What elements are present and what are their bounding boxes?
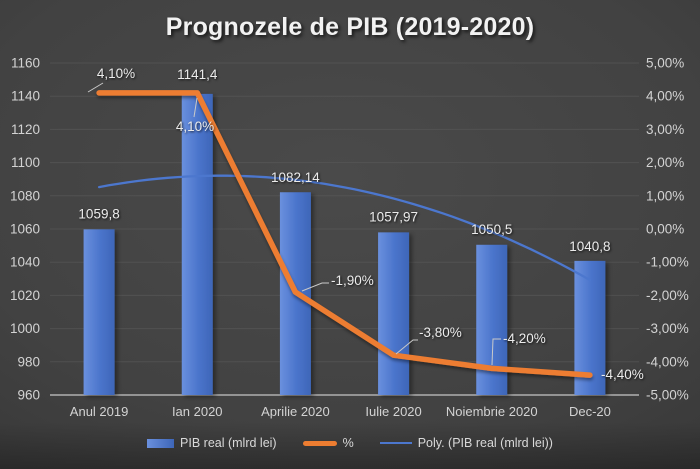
label-leader-line bbox=[87, 82, 104, 93]
legend-item-percent: % bbox=[302, 436, 354, 450]
percent-value-label: 4,10% bbox=[176, 119, 214, 134]
right-axis-tick-label: -5,00% bbox=[646, 388, 689, 403]
bar-value-label: 1040,8 bbox=[569, 239, 610, 254]
left-axis-tick-label: 1080 bbox=[10, 188, 40, 203]
left-axis-tick-label: 1140 bbox=[11, 89, 40, 104]
legend-item-poly: Poly. (PIB real (mlrd lei)) bbox=[379, 436, 553, 450]
percent-value-label: -4,40% bbox=[601, 367, 644, 382]
left-axis-tick-label: 1060 bbox=[10, 222, 40, 237]
bar-value-label: 1059,8 bbox=[78, 206, 119, 221]
bar bbox=[181, 93, 213, 395]
left-axis-tick-label: 960 bbox=[17, 388, 40, 403]
legend-swatch-bar-icon bbox=[147, 438, 175, 448]
left-axis-tick-label: 980 bbox=[17, 354, 40, 369]
bar-value-label: 1141,4 bbox=[177, 67, 218, 82]
label-leader-line bbox=[395, 339, 418, 355]
left-axis-tick-label: 1120 bbox=[11, 122, 40, 137]
percent-value-label: -3,80% bbox=[419, 325, 462, 340]
percent-value-label: 4,10% bbox=[97, 66, 135, 81]
legend: PIB real (mlrd lei) % Poly. (PIB real (m… bbox=[0, 436, 700, 450]
bar-value-label: 1050,5 bbox=[471, 222, 512, 237]
right-axis-tick-label: -1,00% bbox=[646, 255, 689, 270]
right-axis-tick-label: 5,00% bbox=[646, 56, 684, 71]
category-label: Ian 2020 bbox=[172, 404, 223, 419]
legend-label-poly: Poly. (PIB real (mlrd lei)) bbox=[417, 436, 553, 450]
legend-label-percent: % bbox=[342, 436, 354, 450]
right-axis-tick-label: -4,00% bbox=[646, 354, 689, 369]
left-axis-tick-label: 1020 bbox=[10, 288, 40, 303]
right-axis-tick-label: 0,00% bbox=[646, 222, 684, 237]
legend-item-pib: PIB real (mlrd lei) bbox=[147, 436, 277, 450]
label-leader-line bbox=[193, 97, 198, 118]
legend-label-pib: PIB real (mlrd lei) bbox=[180, 436, 277, 450]
chart-title: Prognozele de PIB (2019-2020) bbox=[165, 13, 535, 41]
bar bbox=[83, 229, 115, 395]
label-leader-line bbox=[301, 282, 329, 292]
left-axis-tick-label: 1100 bbox=[11, 155, 40, 170]
right-axis-tick-label: -3,00% bbox=[646, 321, 689, 336]
trendline bbox=[97, 174, 592, 282]
bar bbox=[476, 244, 508, 395]
legend-swatch-trendline-icon bbox=[379, 441, 412, 445]
right-axis-tick-label: -2,00% bbox=[646, 288, 689, 303]
category-label: Anul 2019 bbox=[70, 404, 129, 419]
percent-value-label: -1,90% bbox=[331, 273, 374, 288]
right-axis-tick-label: 2,00% bbox=[646, 155, 684, 170]
category-label: Iulie 2020 bbox=[365, 404, 421, 419]
percent-line bbox=[96, 90, 593, 378]
category-label: Aprilie 2020 bbox=[261, 404, 330, 419]
category-label: Dec-20 bbox=[569, 404, 611, 419]
category-label: Noiembrie 2020 bbox=[446, 404, 538, 419]
legend-swatch-percent-line-icon bbox=[302, 440, 337, 446]
bar-value-label: 1082,14 bbox=[271, 170, 320, 185]
right-axis-tick-label: 4,00% bbox=[646, 89, 684, 104]
left-axis-tick-label: 1040 bbox=[10, 255, 40, 270]
label-leader-line bbox=[491, 338, 501, 366]
right-axis-tick-label: 3,00% bbox=[646, 122, 684, 137]
percent-value-label: -4,20% bbox=[503, 331, 546, 346]
bar bbox=[378, 232, 410, 395]
left-axis-tick-label: 1000 bbox=[10, 321, 40, 336]
left-axis-tick-label: 1160 bbox=[11, 56, 40, 71]
bar-value-label: 1057,97 bbox=[369, 209, 418, 224]
right-axis-tick-label: 1,00% bbox=[646, 188, 684, 203]
